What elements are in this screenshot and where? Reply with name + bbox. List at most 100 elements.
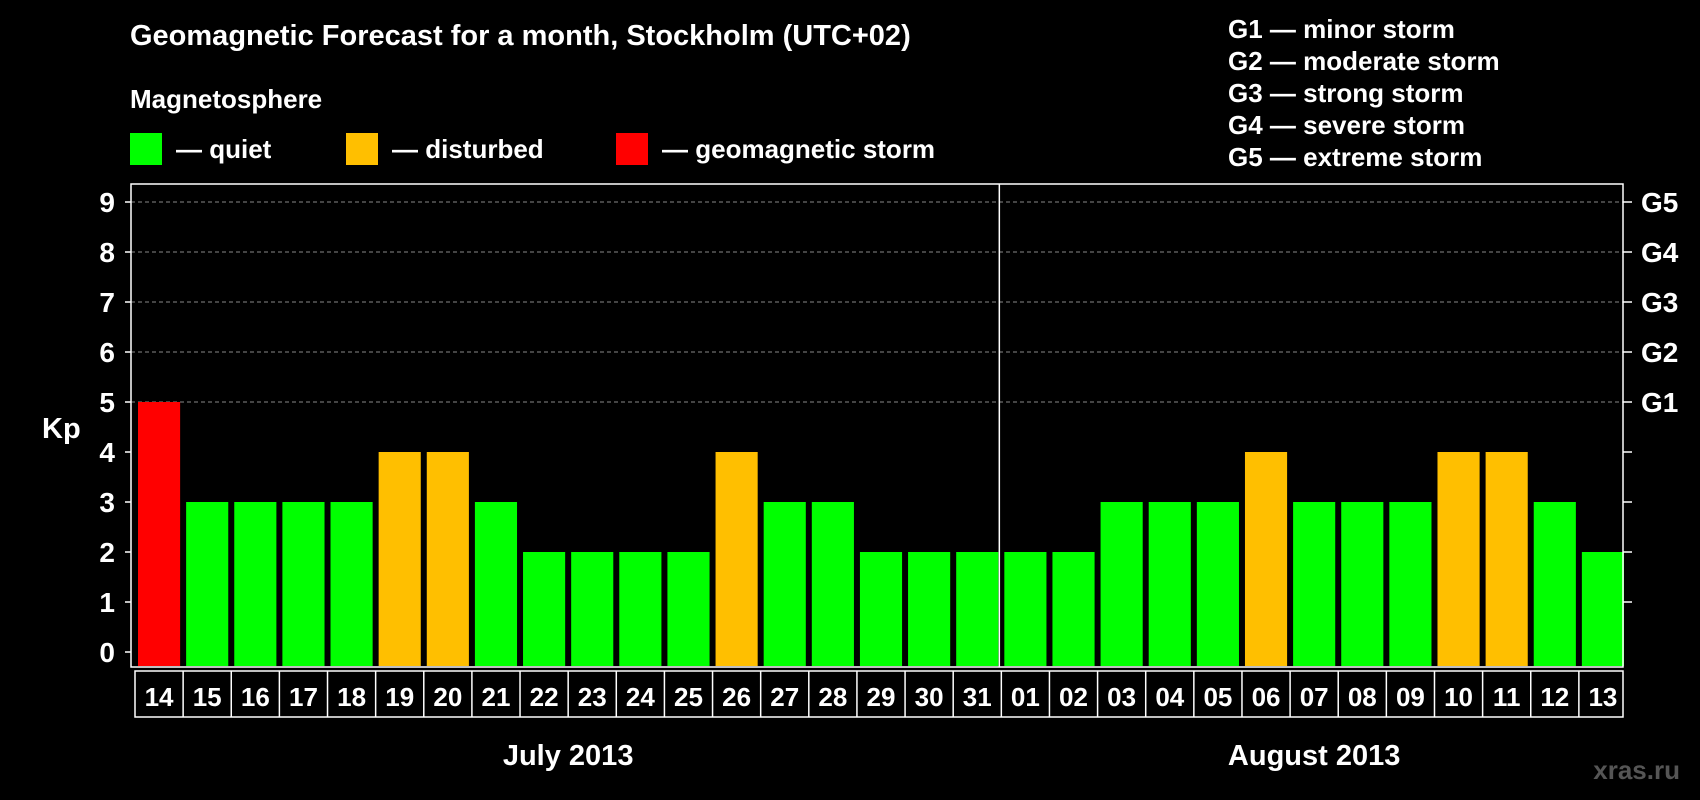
bar-10 [1437,452,1480,666]
bar-20 [426,452,469,666]
y-tick-label: 1 [99,587,115,618]
x-tick-label-12: 12 [1540,682,1569,712]
bar-03 [1100,502,1143,666]
x-tick-label-31: 31 [963,682,992,712]
x-tick-label-18: 18 [337,682,366,712]
bar-24 [619,552,662,666]
legend-swatch-disturbed [346,133,378,165]
bar-28 [811,502,854,666]
legend-item-quiet: — quiet [130,133,271,165]
x-tick-label-16: 16 [241,682,270,712]
bar-22 [523,552,566,666]
legend-subtitle: Magnetosphere [130,84,323,114]
right-axis-label-g5: G5 [1641,187,1678,218]
bar-21 [474,502,518,666]
x-tick-label-24: 24 [626,682,655,712]
bar-08 [1341,502,1384,666]
x-tick-label-14: 14 [145,682,174,712]
x-tick-label-22: 22 [530,682,559,712]
color-legend: — quiet — disturbed — geomagnetic storm [130,133,1030,169]
legend-item-storm: — geomagnetic storm [616,133,935,165]
legend-swatch-quiet [130,133,162,165]
x-tick-label-01: 01 [1011,682,1040,712]
x-tick-label-25: 25 [674,682,703,712]
y-tick-label: 4 [99,437,115,468]
bar-18 [330,502,373,666]
watermark: xras.ru [1593,755,1680,785]
x-tick-label-06: 06 [1252,682,1281,712]
x-tick-label-30: 30 [915,682,944,712]
bar-12 [1533,502,1576,666]
x-tick-label-17: 17 [289,682,318,712]
y-tick-label: 9 [99,187,115,218]
x-tick-label-07: 07 [1300,682,1329,712]
right-axis-label-g3: G3 [1641,287,1678,318]
y-tick-label: 8 [99,237,115,268]
storm-scale-g1: G1 — minor storm [1228,14,1455,44]
legend-item-disturbed: — disturbed [346,133,544,165]
bar-23 [571,552,614,666]
x-tick-label-09: 09 [1396,682,1425,712]
y-tick-label: 6 [99,337,115,368]
x-tick-label-04: 04 [1155,682,1184,712]
bar-31 [956,552,999,666]
storm-scale-g2: G2 — moderate storm [1228,46,1500,76]
y-tick-label: 7 [99,287,115,318]
plot-frame [130,183,1624,668]
bar-06 [1244,452,1288,666]
x-tick-label-21: 21 [482,682,511,712]
x-tick-label-03: 03 [1107,682,1136,712]
x-tick-label-28: 28 [818,682,847,712]
right-axis-label-g1: G1 [1641,387,1678,418]
bar-04 [1148,502,1191,666]
bar-07 [1293,502,1336,666]
x-tick-label-23: 23 [578,682,607,712]
storm-scale-g5: G5 — extreme storm [1228,142,1483,172]
bar-02 [1052,552,1095,666]
bar-05 [1196,502,1239,666]
x-tick-label-02: 02 [1059,682,1088,712]
y-tick-label: 0 [99,637,115,668]
x-tick-label-13: 13 [1588,682,1617,712]
legend-label-quiet: — quiet [176,133,272,164]
x-label-frame [134,670,1624,718]
x-tick-label-05: 05 [1203,682,1232,712]
bar-13 [1581,552,1624,666]
bar-19 [378,452,421,666]
x-tick-label-10: 10 [1444,682,1473,712]
x-tick-label-20: 20 [433,682,462,712]
chart-title: Geomagnetic Forecast for a month, Stockh… [130,20,911,52]
bar-17 [282,502,325,666]
y-tick-label: 5 [99,387,115,418]
bar-26 [715,452,758,666]
month-label-0: July 2013 [503,740,634,772]
x-tick-label-26: 26 [722,682,751,712]
bar-27 [763,502,806,666]
legend-label-disturbed: — disturbed [392,133,544,164]
x-tick-label-29: 29 [867,682,896,712]
y-axis-title: Kp [42,413,81,445]
x-tick-label-15: 15 [193,682,222,712]
bar-15 [186,502,229,666]
bar-29 [859,552,903,666]
bar-11 [1485,452,1528,666]
bar-01 [1004,552,1047,666]
x-tick-label-19: 19 [385,682,414,712]
bar-14 [138,402,181,666]
storm-scale-legend: G1 — minor storm G2 — moderate storm G3 … [1228,13,1500,173]
x-tick-label-27: 27 [770,682,799,712]
legend-swatch-storm [616,133,648,165]
bar-30 [908,552,951,666]
x-tick-label-08: 08 [1348,682,1377,712]
storm-scale-g4: G4 — severe storm [1228,110,1466,140]
right-axis-label-g2: G2 [1641,337,1678,368]
bar-09 [1389,502,1432,666]
right-axis-label-g4: G4 [1641,237,1679,268]
y-tick-label: 2 [99,537,115,568]
bar-25 [667,552,710,666]
y-tick-label: 3 [99,487,115,518]
legend-label-storm: — geomagnetic storm [662,133,936,164]
x-tick-label-11: 11 [1493,682,1521,712]
month-label-1: August 2013 [1228,740,1400,772]
